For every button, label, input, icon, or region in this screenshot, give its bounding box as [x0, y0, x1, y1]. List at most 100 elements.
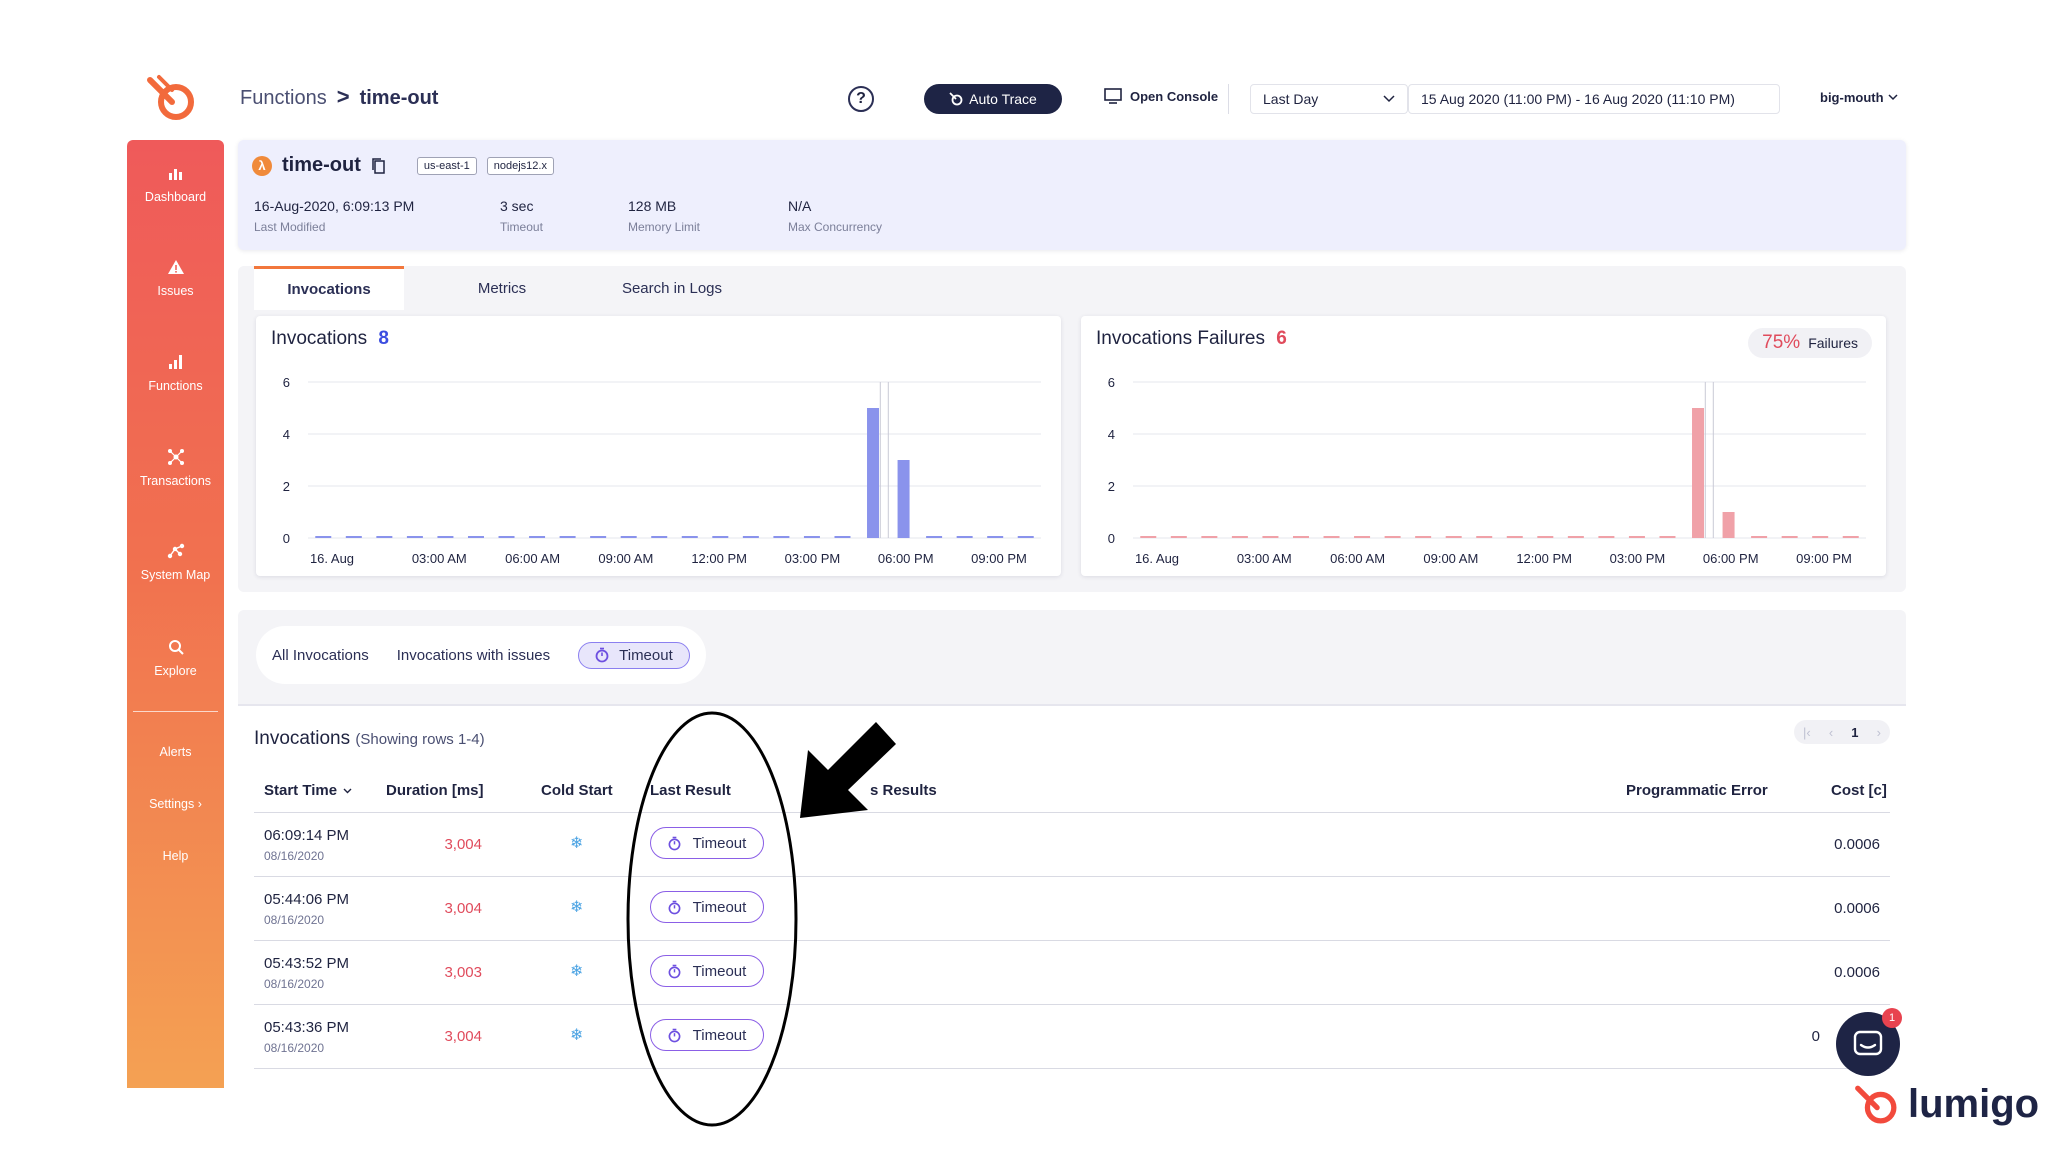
prev-page-icon[interactable]: ‹: [1828, 724, 1834, 740]
table-row[interactable]: 05:43:52 PM 08/16/2020 3,003 ❄ Timeout 0…: [254, 941, 1890, 1005]
column-header-duration[interactable]: Duration [ms]: [386, 782, 484, 799]
bar: [1567, 536, 1584, 538]
filter-invocations-with-issues[interactable]: Invocations with issues: [396, 646, 551, 664]
bar: [620, 536, 637, 538]
row-result-badge[interactable]: Timeout: [650, 827, 764, 859]
sidebar-item-label: Settings: [149, 797, 195, 811]
tab-metrics[interactable]: Metrics: [477, 279, 527, 297]
open-console-button[interactable]: Open Console: [1104, 88, 1218, 104]
column-header-start-time[interactable]: Start Time: [264, 782, 352, 799]
column-header-programmatic-error[interactable]: Programmatic Error: [1626, 782, 1768, 799]
bar: [1781, 536, 1798, 538]
first-page-icon[interactable]: |‹: [1803, 724, 1811, 740]
row-result-badge[interactable]: Timeout: [650, 891, 764, 923]
row-start-time: 05:43:36 PM: [264, 1019, 350, 1036]
sidebar-item-settings[interactable]: Settings ›: [127, 797, 224, 811]
chevron-down-icon: [1888, 94, 1898, 101]
failures-chart: 0 2 4 6 16. Aug 03:00 AM 06:00 AM 09:00 AM 12:00…: [1108, 375, 1866, 566]
bar: [926, 536, 943, 538]
bar: [834, 536, 851, 538]
row-cost: 0.0006: [1834, 964, 1880, 981]
column-header-results[interactable]: s Results: [870, 782, 937, 799]
table-row-count: (Showing rows 1-4): [355, 731, 485, 748]
sidebar-item-explore[interactable]: Explore: [127, 638, 224, 678]
row-result-badge[interactable]: Timeout: [650, 955, 764, 987]
sidebar-item-functions[interactable]: Functions: [127, 353, 224, 393]
sidebar-item-label: Transactions: [139, 474, 212, 488]
open-console-label: Open Console: [1130, 88, 1219, 104]
bar: [803, 536, 820, 538]
bar: [498, 536, 515, 538]
x-tick-label: 09:00 AM: [1423, 551, 1478, 566]
auto-trace-button[interactable]: Auto Trace: [924, 84, 1062, 114]
bar: [1140, 536, 1157, 538]
sort-chevron-icon: [343, 788, 352, 793]
chart-title: Invocations Failures 6: [1096, 328, 1287, 350]
tab-search-in-logs[interactable]: Search in Logs: [621, 279, 723, 297]
row-start-date: 08/16/2020: [264, 977, 325, 991]
sidebar-item-label: Dashboard: [144, 190, 207, 204]
bar: [651, 536, 668, 538]
copy-icon[interactable]: [371, 157, 387, 175]
date-range-field[interactable]: 15 Aug 2020 (11:00 PM) - 16 Aug 2020 (11…: [1408, 84, 1780, 114]
column-header-cost[interactable]: Cost [c]: [1831, 782, 1887, 799]
breadcrumb: Functions > time-out: [240, 84, 438, 110]
x-tick-label: 06:00 AM: [505, 551, 560, 566]
bar: [406, 536, 423, 538]
toolbar-divider: [1228, 84, 1229, 114]
invocations-section: All Invocations Invocations with issues …: [238, 610, 1906, 1080]
auto-trace-label: Auto Trace: [969, 91, 1037, 107]
bar: [712, 536, 729, 538]
row-start-date: 08/16/2020: [264, 849, 325, 863]
tab-invocations[interactable]: Invocations: [254, 266, 404, 310]
x-tick-label: 09:00 PM: [971, 551, 1027, 566]
table-row[interactable]: 05:44:06 PM 08/16/2020 3,004 ❄ Timeout 0…: [254, 877, 1890, 941]
stopwatch-icon: [595, 647, 609, 663]
invocations-table: Invocations (Showing rows 1-4) |‹ ‹ 1 › …: [238, 704, 1906, 1080]
column-header-last-result[interactable]: Last Result: [650, 782, 731, 799]
table-row[interactable]: 06:09:14 PM 08/16/2020 3,004 ❄ Timeout 0…: [254, 813, 1890, 877]
sidebar-item-help[interactable]: Help: [127, 849, 224, 863]
sidebar-item-issues[interactable]: Issues: [127, 258, 224, 298]
sidebar-divider: [133, 711, 218, 712]
failures-percent: 75%: [1762, 332, 1801, 353]
sidebar-item-dashboard[interactable]: Dashboard: [127, 164, 224, 204]
x-tick-label: 03:00 AM: [412, 551, 467, 566]
lumigo-logo[interactable]: [146, 74, 200, 124]
bar: [1292, 536, 1309, 538]
bar: [897, 460, 910, 538]
bar: [1659, 536, 1676, 538]
transactions-icon: [167, 449, 184, 465]
filter-all-invocations[interactable]: All Invocations: [272, 646, 369, 664]
next-page-icon[interactable]: ›: [1876, 724, 1881, 740]
brand-name: lumigo: [1908, 1082, 2040, 1126]
row-result-badge[interactable]: Timeout: [650, 1019, 764, 1051]
bar: [590, 536, 607, 538]
bar: [1506, 536, 1523, 538]
lambda-icon: λ: [252, 155, 272, 176]
filter-timeout[interactable]: Timeout: [578, 641, 690, 669]
y-tick-label: 6: [283, 375, 290, 390]
sidebar-item-transactions[interactable]: Transactions: [127, 448, 224, 488]
account-menu[interactable]: big-mouth: [1820, 90, 1898, 105]
breadcrumb-functions-link[interactable]: Functions: [240, 86, 327, 109]
snowflake-icon: ❄: [570, 835, 584, 852]
time-range-select[interactable]: Last Day: [1250, 84, 1408, 114]
table-row[interactable]: 05:43:36 PM 08/16/2020 3,004 ❄ Timeout 0: [254, 1005, 1890, 1069]
x-tick-label: 03:00 PM: [785, 551, 841, 566]
bar: [1751, 536, 1768, 538]
sidebar-item-label: System Map: [140, 568, 211, 582]
bar: [681, 536, 698, 538]
bar: [437, 536, 454, 538]
sidebar-item-alerts[interactable]: Alerts: [127, 745, 224, 759]
y-tick-label: 0: [283, 531, 290, 546]
row-result-label: Timeout: [692, 962, 747, 980]
help-button[interactable]: ?: [848, 86, 874, 112]
dashboard-icon: [168, 169, 182, 180]
column-header-cold-start[interactable]: Cold Start: [541, 782, 613, 799]
row-start-date: 08/16/2020: [264, 1041, 325, 1055]
meta-value: 128 MB: [628, 198, 677, 214]
current-page: 1: [1851, 724, 1859, 740]
meta-memory-limit: 128 MB Memory Limit: [628, 198, 700, 234]
sidebar-item-system-map[interactable]: System Map: [127, 542, 224, 582]
